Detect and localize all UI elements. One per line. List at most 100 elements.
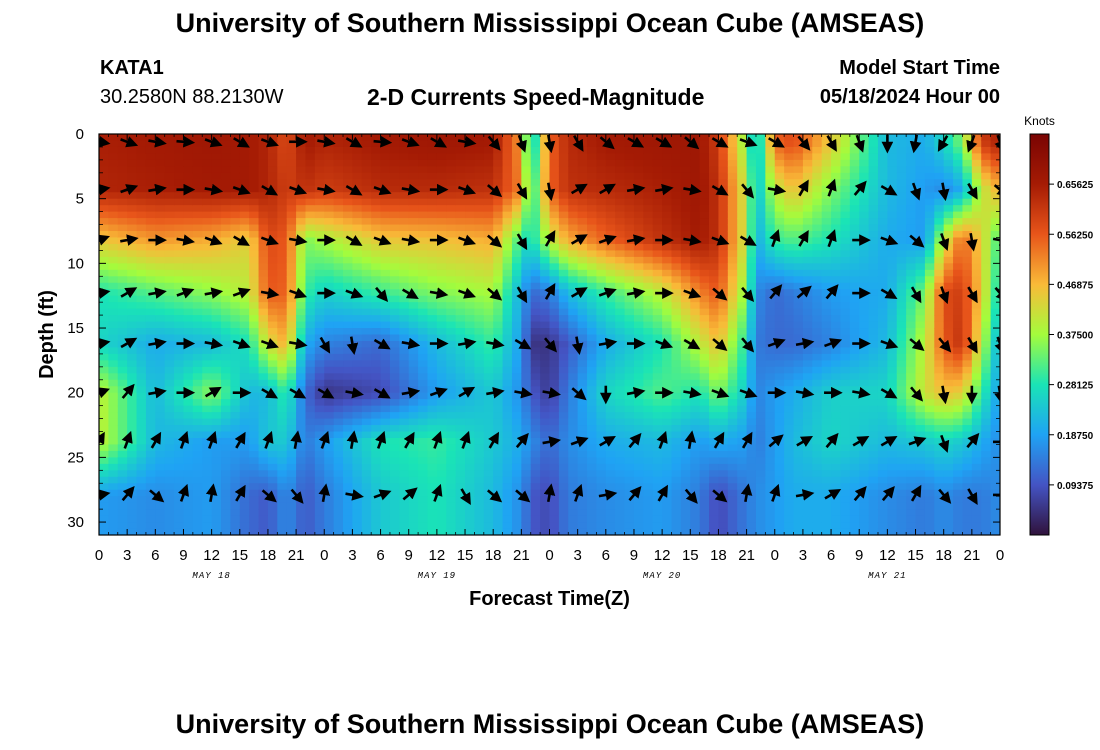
heatmap-cell (540, 463, 551, 471)
heatmap-cell (474, 321, 485, 329)
heatmap-cell (793, 295, 804, 303)
heatmap-cell (765, 437, 776, 446)
heatmap-cell (117, 172, 128, 180)
heatmap-cell (558, 386, 569, 394)
heatmap-cell (277, 392, 288, 400)
heatmap-cell (831, 412, 842, 420)
heatmap-cell (568, 334, 579, 342)
heatmap-cell (267, 315, 278, 323)
heatmap-cell (267, 347, 278, 355)
heatmap-cell (305, 256, 316, 264)
heatmap-cell (361, 315, 372, 323)
heatmap-cell (502, 386, 513, 394)
heatmap-cell (371, 522, 382, 530)
heatmap-cell (699, 269, 710, 277)
heatmap-cell (296, 263, 307, 271)
heatmap-cell (812, 321, 823, 329)
heatmap-cell (587, 392, 598, 400)
heatmap-cell (493, 263, 504, 271)
heatmap-cell (389, 528, 400, 535)
heatmap-cell (709, 321, 720, 329)
heatmap-cell (718, 269, 729, 277)
heatmap-cell (192, 205, 203, 213)
heatmap-cell (511, 431, 522, 439)
heatmap-cell (267, 302, 278, 310)
heatmap-cell (136, 146, 147, 155)
heatmap-cell (164, 256, 175, 264)
heatmap-cell (343, 159, 354, 167)
heatmap-cell (230, 450, 241, 458)
heatmap-cell (361, 476, 372, 484)
heatmap-cell (699, 353, 710, 361)
heatmap-cell (286, 373, 297, 381)
heatmap-cell (192, 515, 203, 523)
heatmap-cell (108, 418, 119, 426)
heatmap-cell (230, 476, 241, 484)
heatmap-cell (793, 353, 804, 361)
heatmap-cell (249, 302, 260, 310)
heatmap-cell (333, 418, 344, 426)
heatmap-cell (418, 192, 429, 200)
heatmap-cell (399, 140, 410, 148)
heatmap-cell (286, 366, 297, 374)
heatmap-cell (652, 256, 663, 264)
heatmap-cell (633, 256, 644, 264)
heatmap-cell (502, 179, 513, 187)
heatmap-cell (662, 399, 673, 407)
heatmap-cell (521, 172, 532, 180)
heatmap-cell (755, 509, 766, 517)
heatmap-cell (324, 179, 335, 187)
heatmap-cell (202, 159, 213, 167)
heatmap-cell (136, 263, 147, 271)
heatmap-cell (436, 276, 447, 284)
heatmap-cell (549, 321, 560, 329)
heatmap-cell (474, 412, 485, 420)
heatmap-cell (727, 373, 738, 381)
heatmap-cell (277, 243, 288, 252)
heatmap-cell (793, 198, 804, 206)
heatmap-cell (652, 231, 663, 239)
heatmap-cell (840, 328, 851, 336)
heatmap-cell (793, 269, 804, 277)
heatmap-cell (202, 302, 213, 310)
heatmap-cell (371, 425, 382, 433)
heatmap-cell (502, 463, 513, 471)
heatmap-cell (296, 360, 307, 368)
heatmap-cell (436, 153, 447, 161)
heatmap-cell (446, 153, 457, 161)
heatmap-cell (164, 237, 175, 245)
heatmap-cell (314, 231, 325, 239)
heatmap-cell (314, 399, 325, 407)
heatmap-cell (821, 256, 832, 264)
heatmap-cell (709, 308, 720, 316)
heatmap-cell (540, 425, 551, 433)
heatmap-cell (690, 302, 701, 310)
heatmap-cell (117, 470, 128, 478)
heatmap-cell (831, 328, 842, 336)
heatmap-cell (249, 483, 260, 491)
heatmap-cell (352, 153, 363, 161)
heatmap-cell (155, 412, 166, 420)
heatmap-cell (380, 243, 391, 252)
heatmap-cell (249, 431, 260, 439)
heatmap-cell (136, 205, 147, 213)
heatmap-cell (314, 450, 325, 458)
heatmap-cell (136, 483, 147, 491)
heatmap-cell (540, 412, 551, 420)
heatmap-cell (380, 321, 391, 329)
heatmap-cell (465, 243, 476, 252)
heatmap-cell (812, 237, 823, 245)
heatmap-cell (145, 302, 156, 310)
heatmap-cell (108, 360, 119, 368)
heatmap-cell (371, 528, 382, 535)
heatmap-cell (812, 522, 823, 530)
heatmap-cell (380, 457, 391, 465)
heatmap-cell (831, 450, 842, 458)
heatmap-cell (164, 192, 175, 200)
heatmap-cell (202, 198, 213, 206)
heatmap-cell (418, 502, 429, 510)
heatmap-cell (793, 321, 804, 329)
heatmap-cell (277, 134, 288, 142)
heatmap-cell (427, 386, 438, 394)
heatmap-cell (183, 399, 194, 407)
